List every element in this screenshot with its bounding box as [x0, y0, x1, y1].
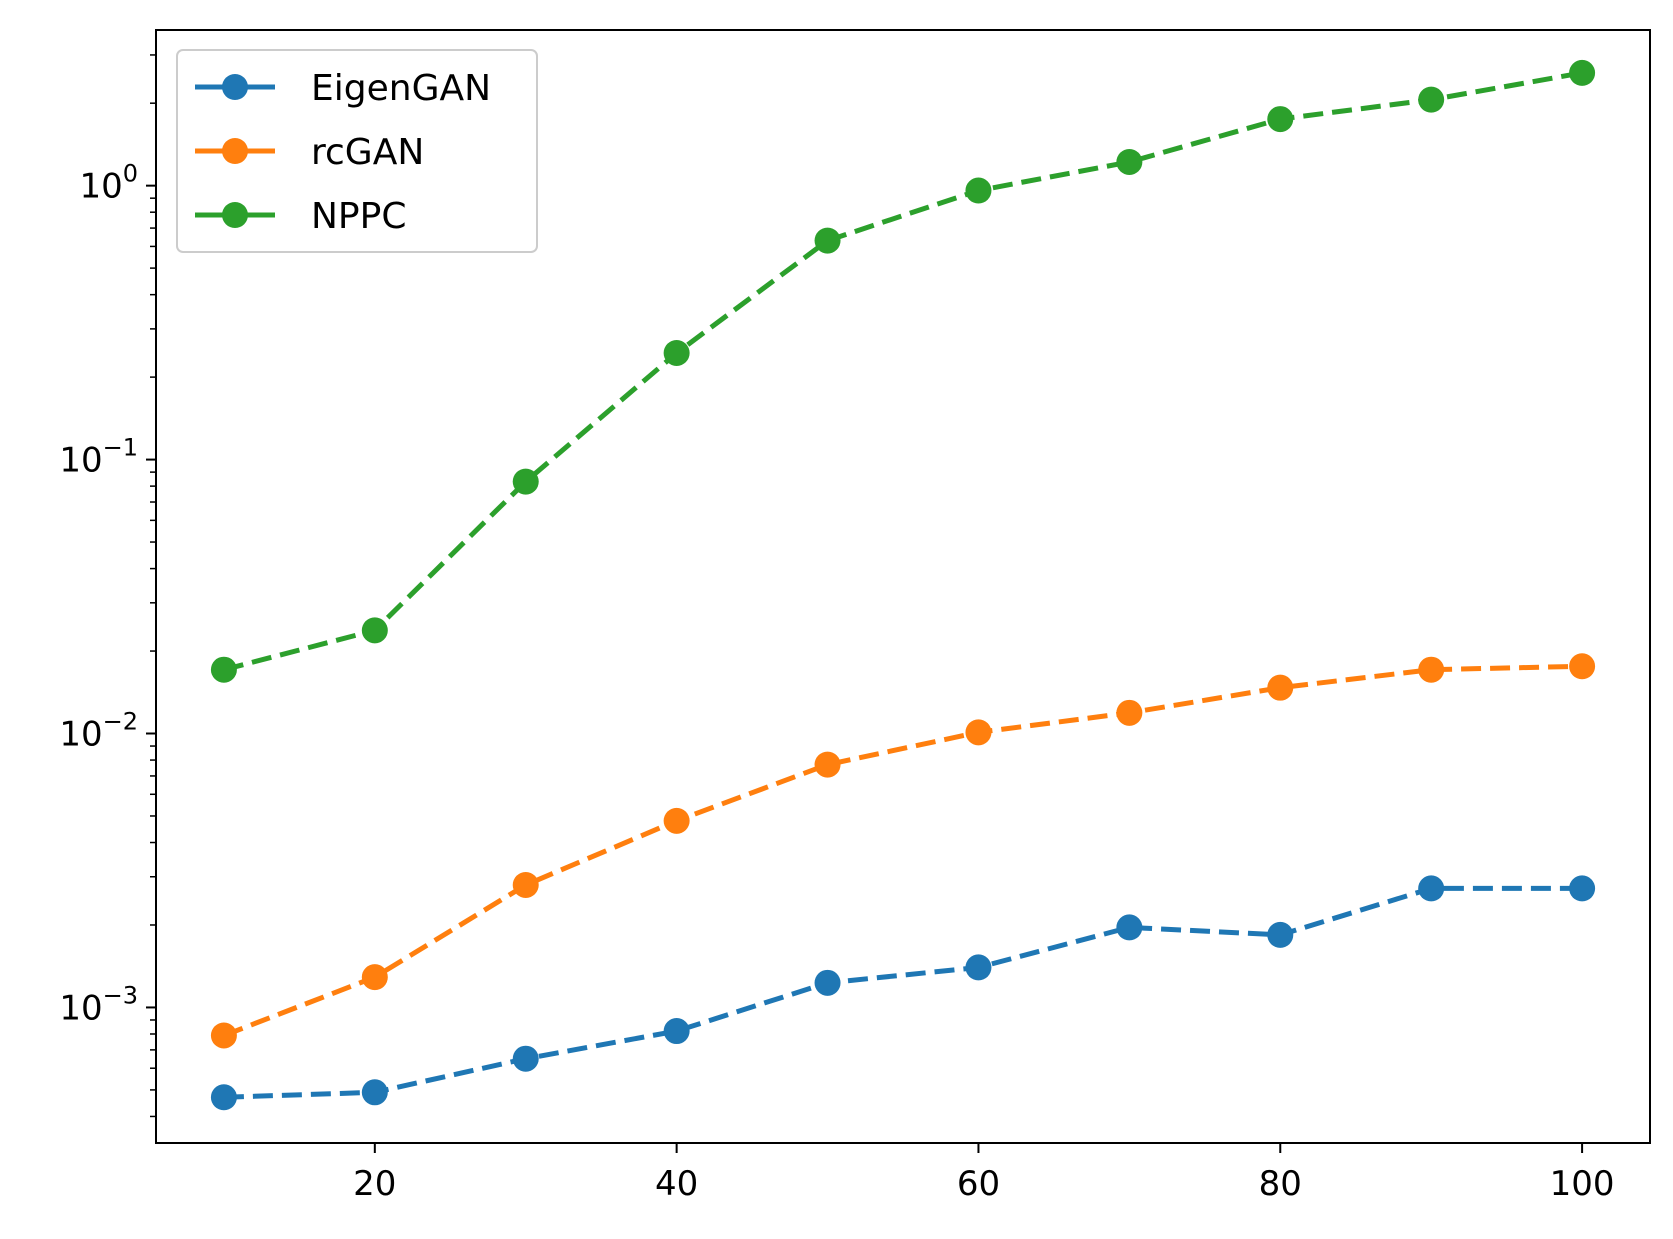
legend-marker — [222, 74, 248, 100]
legend-box — [176, 49, 538, 253]
data-point — [965, 177, 992, 204]
x-axis: 20 40 60 80 100 — [353, 1143, 1615, 1204]
data-point — [1418, 656, 1445, 683]
data-point — [814, 751, 841, 778]
x-tick-label: 100 — [1550, 1164, 1615, 1204]
data-point — [965, 719, 992, 746]
legend-item-nppc: NPPC — [195, 196, 406, 237]
data-point — [965, 954, 992, 981]
data-point — [1267, 106, 1294, 133]
data-point — [663, 807, 690, 834]
data-point — [1267, 674, 1294, 701]
data-point — [210, 656, 237, 683]
x-tick-label: 40 — [655, 1164, 698, 1204]
data-point — [1418, 875, 1445, 902]
data-point — [361, 617, 388, 644]
legend-marker — [222, 138, 248, 164]
legend-item-eigengan: EigenGAN — [195, 68, 491, 109]
x-tick-label: 20 — [353, 1164, 396, 1204]
axes-frame — [155, 29, 1651, 1144]
y-tick-label: 10−3 — [59, 981, 138, 1028]
data-point — [512, 1045, 539, 1072]
data-point — [1418, 86, 1445, 113]
series-line-nppc — [223, 70, 1583, 673]
data-point — [1267, 921, 1294, 948]
data-point — [1116, 914, 1143, 941]
y-axis: 10−3 10−2 10−1 100 — [59, 54, 156, 1118]
data-point — [814, 227, 841, 254]
data-point — [361, 964, 388, 991]
legend-item-rcgan: rcGAN — [195, 132, 424, 173]
data-point — [663, 339, 690, 366]
y-tick-label: 10−2 — [59, 708, 138, 755]
data-point — [512, 468, 539, 495]
series-rcgan — [210, 653, 1596, 1049]
data-point — [814, 969, 841, 996]
legend-label: rcGAN — [311, 132, 424, 173]
data-point — [361, 1079, 388, 1106]
series-eigengan — [210, 875, 1596, 1111]
x-tick-label: 80 — [1259, 1164, 1302, 1204]
legend-label: EigenGAN — [311, 68, 491, 109]
data-point — [1116, 699, 1143, 726]
data-point — [210, 1084, 237, 1111]
data-point — [1116, 148, 1143, 175]
y-tick-label: 10−1 — [59, 434, 138, 481]
series-line-rcgan — [223, 663, 1583, 1038]
data-point — [512, 871, 539, 898]
legend-marker — [222, 202, 248, 228]
y-tick-label: 100 — [79, 160, 138, 207]
data-point — [1569, 875, 1596, 902]
data-point — [663, 1018, 690, 1045]
x-tick-label: 60 — [957, 1164, 1000, 1204]
data-point — [210, 1022, 237, 1049]
legend-label: NPPC — [311, 196, 406, 237]
series-nppc — [210, 59, 1596, 683]
data-point — [1569, 59, 1596, 86]
data-point — [1569, 653, 1596, 680]
legend: EigenGAN rcGAN NPPC — [176, 49, 538, 253]
series-layer — [210, 59, 1596, 1111]
